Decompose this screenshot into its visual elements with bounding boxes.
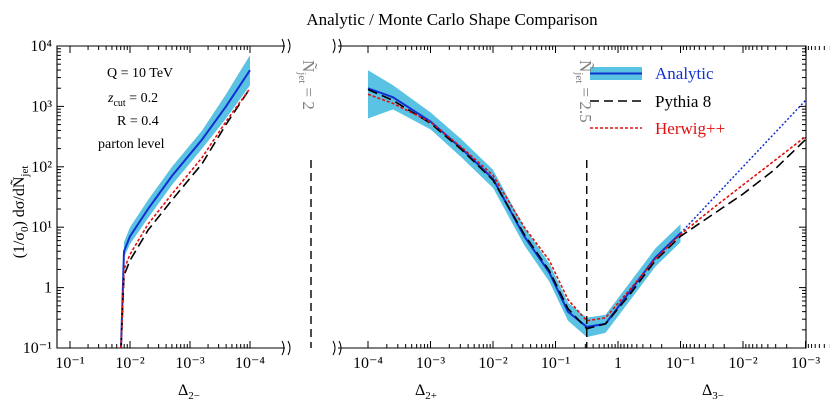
nbar-2.5-label: Ñjet = 2.5 [573, 60, 595, 123]
legend-label-herwig: Herwig++ [655, 119, 725, 138]
x-tick-label-right: 10⁻¹ [541, 355, 570, 372]
y-axis-label: (1/σ0) dσ/dÑjet [10, 166, 31, 259]
y-tick-label: 10³ [31, 98, 52, 115]
left-panel-frame [56, 45, 285, 349]
series-pythia-8-right [367, 88, 807, 330]
x-tick-label-right: 10⁻³ [791, 355, 820, 372]
y-tick-label: 10¹ [31, 219, 52, 236]
annotation-q: Q = 10 TeV [107, 66, 173, 81]
legend-label-pythia: Pythia 8 [655, 92, 711, 111]
left-panel: 10⁻¹ 10⁻² 10⁻³ 10⁻⁴ [55, 38, 291, 372]
y-tick-label: 10⁻¹ [23, 340, 52, 357]
x-tick-label-left: 10⁻⁴ [235, 355, 265, 372]
series-herwig--right [367, 93, 806, 322]
y-tick-label: 1 [44, 280, 52, 297]
legend: Analytic Pythia 8 Herwig++ [590, 64, 725, 138]
axis-break-right-0 [332, 38, 342, 54]
annotation-parton: parton level [98, 137, 165, 152]
x-axis-label-center: Δ2+ [415, 382, 437, 402]
nbar-2-label: Ñjet = 2 [296, 60, 318, 110]
x-tick-label-left: 10⁻¹ [55, 355, 84, 372]
series-analytic-left [120, 69, 251, 349]
series-herwig--left [120, 87, 251, 349]
right-panel-frame [338, 45, 807, 349]
x-tick-label-right: 1 [614, 355, 622, 372]
x-tick-label-left: 10⁻² [115, 355, 144, 372]
x-tick-label-right: 10⁻² [478, 355, 507, 372]
y-tick-label: 10⁴ [30, 38, 52, 55]
annotation-zcut: zcut = 0.2 [107, 91, 158, 109]
axis-break-left-0 [281, 38, 291, 54]
annotation-r: R = 0.4 [117, 114, 159, 129]
axis-break-right-1 [332, 340, 342, 356]
x-tick-label-right: 10⁻² [728, 355, 757, 372]
y-tick-label: 10² [31, 159, 52, 176]
x-axis-label-right: Δ3− [702, 382, 724, 402]
x-tick-label-right: 10⁻¹ [666, 355, 695, 372]
series-pythia-8-left [120, 87, 251, 349]
x-axis-label-left: Δ2− [178, 382, 200, 402]
chart-title: Analytic / Monte Carlo Shape Comparison [306, 10, 598, 29]
analytic-band-left [121, 55, 250, 348]
annotation-block: Q = 10 TeV zcut = 0.2 R = 0.4 parton lev… [98, 66, 173, 152]
x-tick-label-right: 10⁻³ [416, 355, 445, 372]
x-tick-label-left: 10⁻³ [175, 355, 204, 372]
x-tick-label-right: 10⁻⁴ [353, 355, 383, 372]
axis-break-left-1 [281, 340, 291, 356]
legend-label-analytic: Analytic [655, 64, 714, 83]
